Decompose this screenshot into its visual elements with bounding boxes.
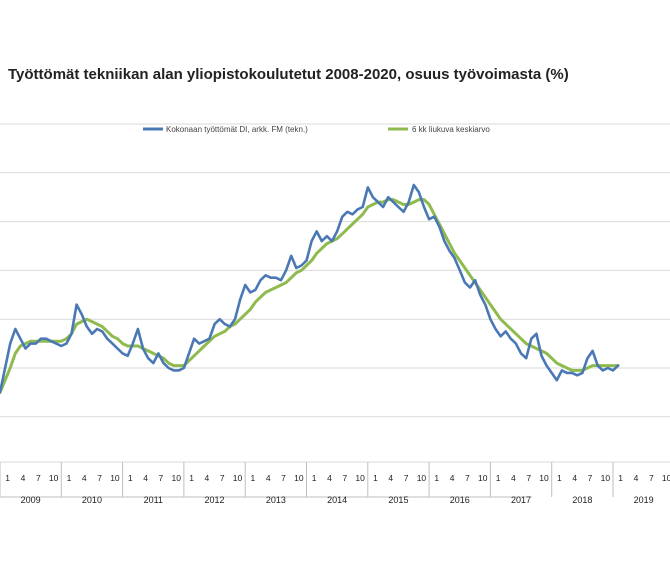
x-tick-label: 10 [478,473,488,483]
x-tick-label: 10 [662,473,670,483]
x-tick-label: 7 [649,473,654,483]
x-tick-label: 1 [373,473,378,483]
x-tick-label: 10 [294,473,304,483]
x-tick-label: 4 [143,473,148,483]
year-label: 2010 [82,495,102,505]
x-tick-label: 4 [205,473,210,483]
legend-label-total: Kokonaan työttömät DI, arkk. FM (tekn.) [166,125,308,134]
series-line-moving-average [0,198,620,394]
x-tick-label: 7 [36,473,41,483]
x-tick-label: 4 [266,473,271,483]
x-tick-label: 1 [557,473,562,483]
x-tick-label: 7 [526,473,531,483]
x-tick-label: 10 [539,473,549,483]
x-tick-label: 10 [417,473,427,483]
x-tick-label: 1 [128,473,133,483]
x-tick-label: 10 [233,473,243,483]
x-axis: 1 4 7 10 1 4 7 10 1 4 7 10 1 4 7 10 1 4 7 10 1 4 7 10 1 4 7 10 1 4 7 10… [0,461,670,505]
year-label: 2017 [511,495,531,505]
legend-label-moving-average: 6 kk liukuva keskiarvo [412,125,490,134]
x-tick-label: 1 [312,473,317,483]
year-label: 2014 [327,495,347,505]
x-tick-label: 10 [355,473,365,483]
x-tick-label: 10 [49,473,59,483]
x-tick-label: 1 [434,473,439,483]
x-tick-label: 4 [82,473,87,483]
x-tick-label: 7 [465,473,470,483]
year-label: 2009 [21,495,41,505]
x-tick-label: 10 [601,473,611,483]
x-tick-label: 10 [110,473,120,483]
x-tick-label: 7 [97,473,102,483]
x-tick-label: 1 [67,473,72,483]
year-label: 2016 [450,495,470,505]
x-tick-label: 10 [172,473,182,483]
x-tick-label: 4 [327,473,332,483]
x-tick-label: 1 [618,473,623,483]
x-tick-label: 1 [496,473,501,483]
series-line-total [0,183,620,394]
x-tick-label: 4 [450,473,455,483]
year-label: 2011 [144,495,163,505]
data-series [0,183,620,394]
year-label: 2015 [388,495,408,505]
chart-title: Työttömät tekniikan alan yliopistokoulut… [8,66,569,83]
x-tick-label: 4 [21,473,26,483]
year-label: 2019 [634,495,654,505]
year-label: 2012 [205,495,225,505]
x-tick-label: 7 [220,473,225,483]
grid-lines [0,123,670,418]
x-tick-label: 7 [404,473,409,483]
x-tick-label: 7 [281,473,286,483]
x-tick-label: 7 [159,473,164,483]
chart-legend: Kokonaan työttömät DI, arkk. FM (tekn.) … [143,125,490,134]
year-label: 2018 [572,495,592,505]
x-tick-label: 4 [388,473,393,483]
x-tick-label: 1 [250,473,255,483]
year-label: 2013 [266,495,286,505]
x-tick-label: 1 [5,473,10,483]
x-tick-label: 4 [572,473,577,483]
x-tick-label: 7 [342,473,347,483]
x-tick-label: 7 [588,473,593,483]
x-tick-label: 4 [511,473,516,483]
x-tick-label: 4 [634,473,639,483]
x-tick-label: 1 [189,473,194,483]
